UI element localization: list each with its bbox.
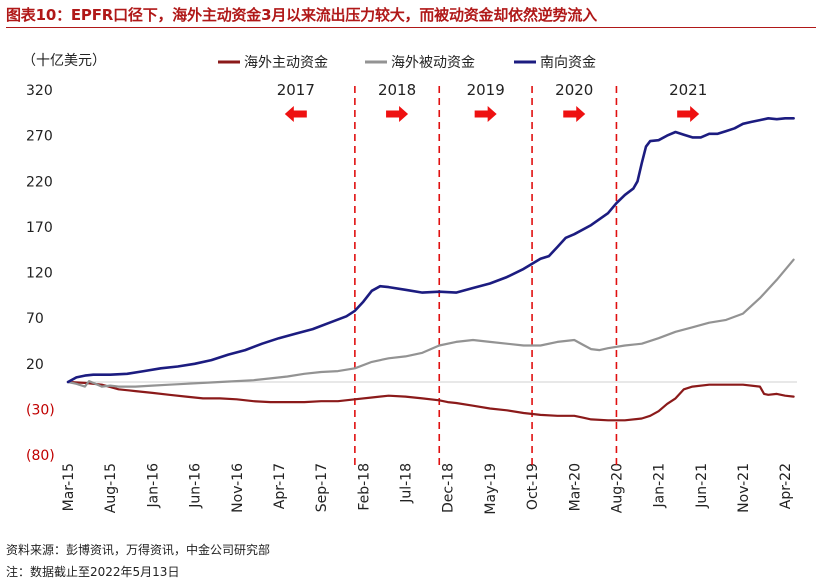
series-line-1 xyxy=(66,380,795,422)
x-tick-label: Nov-21 xyxy=(736,463,752,513)
legend-label: 海外被动资金 xyxy=(391,55,475,71)
x-tick-label: Apr-22 xyxy=(778,463,794,509)
y-tick-label: 120 xyxy=(26,266,53,282)
period-arrow-left xyxy=(284,106,307,122)
y-tick-label: (30) xyxy=(26,402,55,418)
period-year-label: 2017 xyxy=(277,81,315,99)
x-tick-label: Dec-18 xyxy=(441,463,457,513)
period-year-label: 2018 xyxy=(378,81,416,99)
period-year-label: 2020 xyxy=(555,81,593,99)
period-year-label: 2021 xyxy=(669,81,707,99)
title-rule xyxy=(6,27,816,28)
y-tick-label: 170 xyxy=(26,220,53,236)
x-tick-label: Feb-18 xyxy=(356,463,372,511)
legend-label: 海外主动资金 xyxy=(244,55,328,71)
x-tick-label: May-19 xyxy=(483,463,499,515)
period-arrow-right xyxy=(386,106,409,122)
chart-title: 图表10：EPFR口径下，海外主动资金3月以来流出压力较大，而被动资金却依然逆势… xyxy=(6,6,597,24)
x-tick-label: Oct-19 xyxy=(525,463,541,510)
period-arrow-right xyxy=(563,106,586,122)
x-tick-label: Sep-17 xyxy=(314,463,330,512)
period-arrow-right xyxy=(677,106,700,122)
x-tick-label: Jan-16 xyxy=(145,463,161,509)
x-tick-label: Jun-16 xyxy=(188,463,204,509)
x-tick-label: Mar-20 xyxy=(567,463,583,511)
legend-label: 南向资金 xyxy=(540,55,596,71)
y-unit-label: （十亿美元） xyxy=(22,53,106,69)
y-tick-label: (80) xyxy=(26,448,55,464)
period-year-label: 2019 xyxy=(467,81,505,99)
y-tick-label: 20 xyxy=(26,357,44,373)
y-tick-label: 320 xyxy=(26,83,53,99)
y-tick-label: 70 xyxy=(26,311,44,327)
x-tick-label: Aug-15 xyxy=(103,463,119,513)
y-tick-label: 270 xyxy=(26,129,53,145)
x-tick-label: Nov-16 xyxy=(230,463,246,513)
x-tick-label: Jul-18 xyxy=(399,463,415,504)
series-line-2 xyxy=(66,258,795,388)
series-line-3 xyxy=(66,117,795,384)
x-tick-label: Jun-21 xyxy=(694,463,710,509)
x-tick-label: Jan-21 xyxy=(652,463,668,508)
source-note: 资料来源：彭博资讯，万得资讯，中金公司研究部 xyxy=(6,543,271,557)
x-tick-label: Apr-17 xyxy=(272,463,288,509)
x-tick-label: Mar-15 xyxy=(61,463,77,511)
x-tick-label: Aug-20 xyxy=(609,463,625,513)
period-arrow-right xyxy=(474,106,497,122)
data-cutoff-note: 注：数据截止至2022年5月13日 xyxy=(6,565,180,579)
y-tick-label: 220 xyxy=(26,174,53,190)
